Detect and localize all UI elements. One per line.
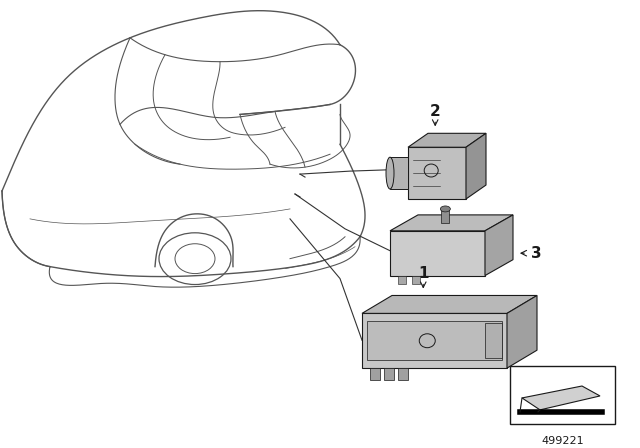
Polygon shape xyxy=(408,147,466,199)
Ellipse shape xyxy=(440,206,451,212)
Text: 2: 2 xyxy=(430,104,440,119)
Polygon shape xyxy=(485,323,502,358)
Polygon shape xyxy=(362,314,507,368)
Polygon shape xyxy=(384,368,394,380)
Polygon shape xyxy=(362,296,537,314)
Bar xyxy=(442,209,449,223)
Polygon shape xyxy=(367,321,502,360)
Text: 1: 1 xyxy=(418,266,429,281)
Polygon shape xyxy=(398,276,406,284)
Bar xyxy=(510,366,615,424)
Polygon shape xyxy=(390,231,485,276)
Polygon shape xyxy=(370,368,380,380)
Text: 3: 3 xyxy=(531,246,541,261)
Polygon shape xyxy=(466,134,486,199)
Polygon shape xyxy=(522,386,600,410)
Polygon shape xyxy=(408,134,486,147)
Polygon shape xyxy=(390,157,408,189)
Polygon shape xyxy=(485,215,513,276)
Text: 499221: 499221 xyxy=(541,436,584,446)
Polygon shape xyxy=(398,368,408,380)
Polygon shape xyxy=(507,296,537,368)
Polygon shape xyxy=(412,276,420,284)
Ellipse shape xyxy=(386,157,394,189)
Polygon shape xyxy=(390,215,513,231)
